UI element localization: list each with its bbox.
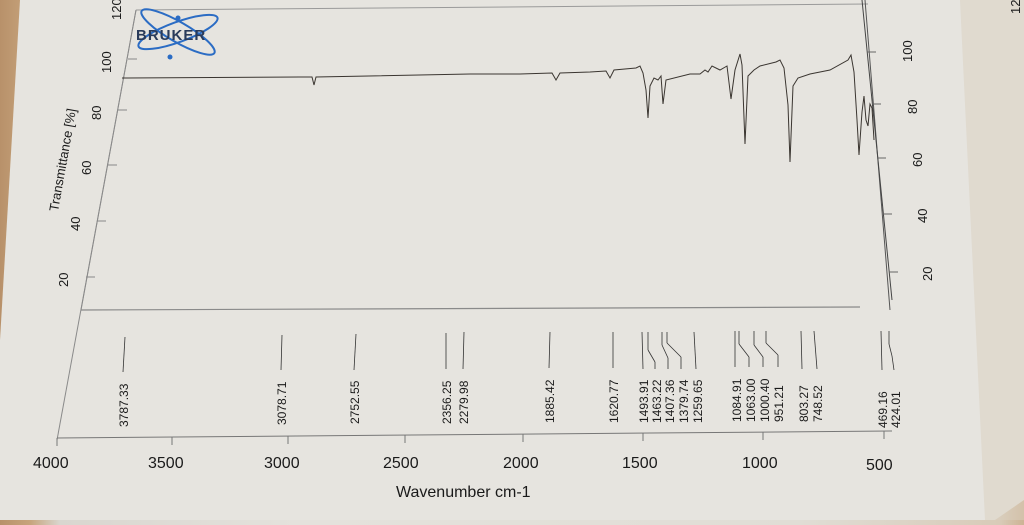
x-tick-1000: 1000 (742, 455, 778, 472)
y-right-tick-40: 40 (915, 209, 930, 223)
peak-label: 469.16 (876, 391, 890, 428)
paper-shadow (960, 0, 1024, 520)
peak-label: 424.01 (889, 391, 903, 428)
peak-label: 803.27 (797, 385, 811, 422)
peak-labels (122, 330, 895, 373)
y-tick-120: 120 (109, 0, 124, 20)
x-tick-2500: 2500 (383, 455, 419, 472)
y-right-tick-20: 20 (920, 267, 935, 281)
y-tick-100: 100 (99, 51, 114, 73)
y-tick-80: 80 (89, 106, 104, 120)
peak-label: 2356.25 (440, 380, 454, 424)
peak-label-texts: 3787.33 3078.71 2752.55 2356.25 2279.98 … (117, 378, 903, 428)
peak-label: 1000.40 (758, 378, 772, 422)
peak-label: 2752.55 (348, 380, 362, 424)
logo-text: BRUKER (136, 27, 206, 44)
x-tick-3500: 3500 (148, 455, 184, 472)
peak-label: 951.21 (772, 385, 786, 422)
logo-orbit-icon (140, 8, 216, 56)
peak-label: 1463.22 (650, 379, 664, 423)
y-tick-20: 20 (56, 273, 71, 287)
y-right-tick-80: 80 (905, 100, 920, 114)
peak-label: 3078.71 (275, 381, 289, 425)
peak-label: 1407.36 (663, 379, 677, 423)
x-tick-4000: 4000 (33, 455, 69, 472)
peak-label: 2279.98 (457, 380, 471, 424)
peak-label: 1885.42 (543, 379, 557, 423)
x-axis-label: Wavenumber cm-1 (396, 484, 531, 501)
x-tick-1500: 1500 (622, 455, 658, 472)
y-axis-right: 100 80 60 40 20 12 (861, 0, 1023, 301)
bruker-logo: BRUKER (136, 8, 219, 60)
peak-label: 1259.65 (691, 379, 705, 423)
peak-label: 3787.33 (117, 383, 131, 427)
spectrum-line (121, 53, 875, 163)
peak-label: 748.52 (811, 385, 825, 422)
peak-label: 1493.91 (637, 379, 651, 423)
y-right-tick-120: 12 (1008, 0, 1023, 14)
y-right-tick-60: 60 (910, 153, 925, 167)
y-tick-40: 40 (68, 217, 83, 231)
x-axis: 4000 3500 3000 2500 2000 1500 1000 500 W… (33, 430, 893, 501)
peak-label: 1620.77 (607, 379, 621, 423)
y-right-tick-100: 100 (900, 40, 915, 62)
x-tick-500: 500 (866, 457, 893, 474)
x-tick-3000: 3000 (264, 455, 300, 472)
peak-label: 1063.00 (744, 378, 758, 422)
y-tick-60: 60 (79, 161, 94, 175)
logo-orbit-icon (137, 13, 219, 51)
peak-label: 1379.74 (677, 379, 691, 423)
x-tick-2000: 2000 (503, 455, 539, 472)
peak-label: 1084.91 (730, 378, 744, 422)
